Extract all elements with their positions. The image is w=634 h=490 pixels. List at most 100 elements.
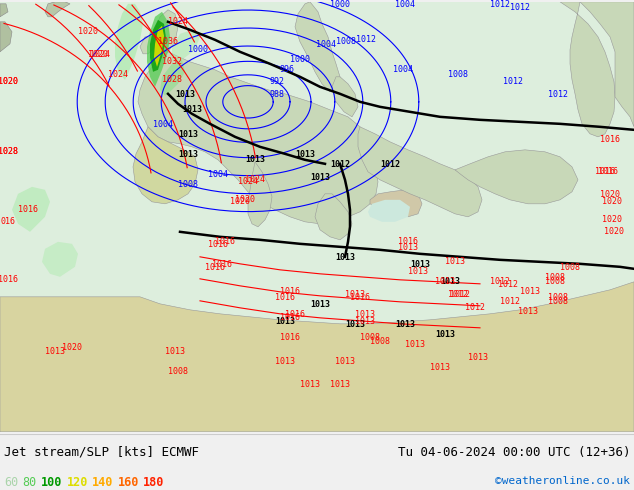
Polygon shape — [133, 127, 198, 204]
Text: 1000: 1000 — [330, 0, 350, 9]
Text: 016: 016 — [1, 217, 15, 226]
Text: 1013: 1013 — [175, 90, 195, 99]
Text: 160: 160 — [117, 476, 139, 489]
Text: 1013: 1013 — [165, 347, 185, 356]
Polygon shape — [147, 12, 170, 87]
Text: 1013: 1013 — [310, 173, 330, 182]
Text: 1024: 1024 — [245, 175, 265, 184]
Text: 1012: 1012 — [465, 303, 485, 312]
Text: 1016: 1016 — [275, 293, 295, 302]
Text: 1024: 1024 — [108, 70, 128, 79]
Polygon shape — [455, 150, 578, 204]
Text: 1013: 1013 — [440, 277, 460, 286]
Text: 1013: 1013 — [295, 150, 315, 159]
Polygon shape — [0, 22, 12, 52]
Text: 1000: 1000 — [290, 55, 310, 64]
Text: 1013: 1013 — [405, 340, 425, 349]
Polygon shape — [580, 2, 634, 127]
Text: 1013: 1013 — [395, 320, 415, 329]
Text: 1012: 1012 — [490, 0, 510, 9]
Text: 1013: 1013 — [435, 277, 455, 286]
Text: 1016: 1016 — [598, 167, 618, 176]
Text: 1013: 1013 — [310, 300, 330, 309]
Text: 1013: 1013 — [335, 357, 355, 366]
Text: 1000: 1000 — [188, 45, 208, 54]
Text: 1016: 1016 — [350, 293, 370, 302]
Text: 1028: 1028 — [0, 147, 18, 156]
Polygon shape — [155, 10, 178, 52]
Text: 1020: 1020 — [0, 77, 18, 86]
Text: 1008: 1008 — [548, 297, 568, 306]
Text: 1016: 1016 — [18, 205, 38, 214]
Text: 1020: 1020 — [600, 190, 620, 199]
Polygon shape — [172, 30, 200, 64]
Text: 1013: 1013 — [398, 243, 418, 252]
Text: 1013: 1013 — [518, 307, 538, 316]
Text: 1004: 1004 — [208, 170, 228, 179]
Polygon shape — [150, 20, 166, 72]
Text: 1012: 1012 — [356, 35, 376, 44]
Polygon shape — [368, 200, 410, 222]
Text: 1016: 1016 — [600, 135, 620, 144]
Text: 1013: 1013 — [178, 150, 198, 159]
Text: 100: 100 — [41, 476, 62, 489]
Text: 1013: 1013 — [345, 290, 365, 299]
Polygon shape — [115, 4, 143, 80]
Text: 1024: 1024 — [238, 177, 258, 186]
Text: 1013: 1013 — [300, 380, 320, 389]
Text: 1016: 1016 — [280, 313, 300, 322]
Polygon shape — [370, 190, 422, 217]
Text: 1013: 1013 — [430, 363, 450, 372]
Text: 996: 996 — [280, 65, 295, 74]
Text: 1012: 1012 — [490, 277, 510, 286]
Text: 1012: 1012 — [448, 290, 468, 299]
Text: 1028: 1028 — [162, 75, 182, 84]
Text: 1013: 1013 — [355, 310, 375, 319]
Text: 1016: 1016 — [285, 310, 305, 319]
Text: 1016: 1016 — [398, 237, 418, 246]
Text: 60: 60 — [4, 476, 18, 489]
Text: 1013: 1013 — [275, 357, 295, 366]
Text: 1020: 1020 — [602, 215, 622, 224]
Text: 1016: 1016 — [595, 167, 615, 176]
Text: 1004: 1004 — [316, 40, 336, 49]
Text: 1020: 1020 — [88, 50, 108, 59]
Text: 1013: 1013 — [178, 130, 198, 139]
Text: 1020: 1020 — [604, 227, 624, 236]
Text: Tu 04-06-2024 00:00 UTC (12+36): Tu 04-06-2024 00:00 UTC (12+36) — [398, 446, 630, 459]
Text: 1016: 1016 — [208, 240, 228, 249]
Text: 1013: 1013 — [345, 320, 365, 329]
Text: 1004: 1004 — [393, 65, 413, 74]
Polygon shape — [248, 162, 272, 227]
Text: 1013: 1013 — [468, 353, 488, 362]
Text: 1012: 1012 — [450, 290, 470, 299]
Text: 1016: 1016 — [280, 287, 300, 296]
Polygon shape — [45, 2, 70, 17]
Text: 1012: 1012 — [548, 90, 568, 99]
Text: 1013: 1013 — [445, 257, 465, 266]
Text: 1013: 1013 — [410, 260, 430, 269]
Text: 1008: 1008 — [336, 37, 356, 46]
Text: 1016: 1016 — [0, 275, 18, 284]
Text: 1012: 1012 — [510, 3, 530, 12]
Polygon shape — [0, 282, 634, 432]
Text: 1032: 1032 — [162, 57, 182, 66]
Text: 1013: 1013 — [408, 267, 428, 276]
Text: 1013: 1013 — [520, 287, 540, 296]
Text: 1012: 1012 — [380, 160, 400, 169]
Text: 1013: 1013 — [355, 317, 375, 326]
Text: 1024: 1024 — [90, 50, 110, 59]
Polygon shape — [140, 37, 155, 54]
Text: 988: 988 — [270, 90, 285, 99]
Text: 1008: 1008 — [545, 277, 565, 286]
Text: 180: 180 — [143, 476, 165, 489]
Text: 1008: 1008 — [545, 273, 565, 282]
Polygon shape — [42, 242, 78, 277]
Text: 1012: 1012 — [330, 160, 350, 169]
Text: 1008: 1008 — [370, 337, 390, 346]
Text: 992: 992 — [270, 77, 285, 86]
Polygon shape — [138, 52, 378, 224]
Polygon shape — [12, 187, 50, 232]
Text: 1024: 1024 — [168, 17, 188, 26]
Text: 1020: 1020 — [78, 27, 98, 36]
